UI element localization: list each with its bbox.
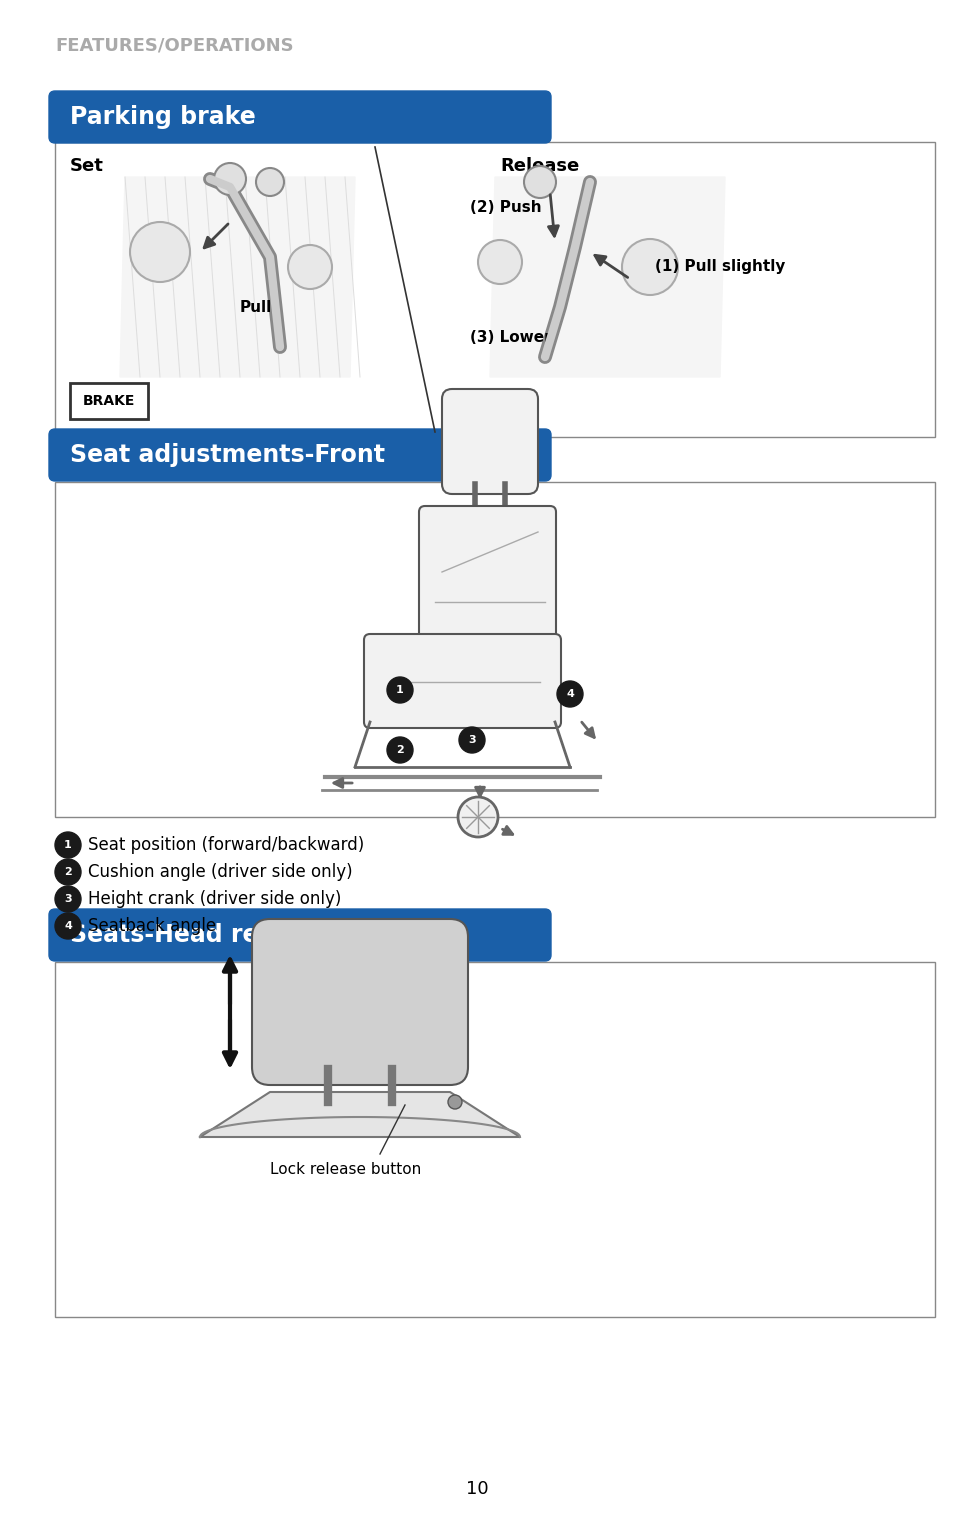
Text: 2: 2 [395, 745, 403, 754]
Text: Lock release button: Lock release button [270, 1162, 421, 1177]
Text: (1) Pull slightly: (1) Pull slightly [655, 260, 784, 275]
Text: 3: 3 [468, 734, 476, 745]
Text: 1: 1 [395, 686, 403, 695]
Bar [55, 483, 934, 817]
Text: Release: Release [499, 157, 578, 176]
FancyBboxPatch shape [441, 389, 537, 495]
Circle shape [288, 244, 332, 289]
FancyBboxPatch shape [49, 909, 551, 960]
Text: 10: 10 [465, 1480, 488, 1498]
Text: 3: 3 [64, 893, 71, 904]
Text: FEATURES/OPERATIONS: FEATURES/OPERATIONS [55, 37, 294, 55]
Text: 4: 4 [565, 689, 574, 699]
Text: Seat position (forward/backward): Seat position (forward/backward) [88, 835, 364, 854]
Circle shape [213, 163, 246, 195]
FancyBboxPatch shape [252, 919, 468, 1086]
Text: Height crank (driver side only): Height crank (driver side only) [88, 890, 341, 909]
Text: Parking brake: Parking brake [70, 105, 255, 128]
Text: (3) Lower: (3) Lower [470, 330, 551, 345]
Text: (2) Push: (2) Push [470, 200, 541, 214]
FancyBboxPatch shape [49, 429, 551, 481]
Text: Set: Set [70, 157, 104, 176]
Text: Pull: Pull [240, 299, 272, 315]
Circle shape [448, 1095, 461, 1109]
Circle shape [130, 221, 190, 282]
FancyBboxPatch shape [364, 634, 560, 728]
Text: 2: 2 [64, 867, 71, 876]
Text: 4: 4 [64, 921, 71, 931]
Circle shape [55, 913, 81, 939]
Circle shape [458, 727, 484, 753]
Bar [55, 142, 934, 437]
Circle shape [457, 797, 497, 837]
Circle shape [387, 738, 413, 764]
Text: 1: 1 [64, 840, 71, 851]
Text: Seatback angle: Seatback angle [88, 918, 216, 935]
FancyBboxPatch shape [418, 505, 556, 647]
Text: Seat adjustments-Front: Seat adjustments-Front [70, 443, 385, 467]
Bar [70, 383, 148, 418]
Text: Cushion angle (driver side only): Cushion angle (driver side only) [88, 863, 353, 881]
FancyBboxPatch shape [49, 92, 551, 144]
Circle shape [523, 166, 556, 199]
Circle shape [55, 886, 81, 912]
Polygon shape [490, 177, 724, 377]
Circle shape [255, 168, 284, 195]
Text: BRAKE: BRAKE [83, 394, 135, 408]
Circle shape [621, 240, 678, 295]
Circle shape [55, 832, 81, 858]
Polygon shape [200, 1092, 519, 1138]
Circle shape [55, 860, 81, 886]
Circle shape [387, 676, 413, 702]
Bar [55, 962, 934, 1316]
Text: Seats-Head restraints: Seats-Head restraints [70, 922, 361, 947]
Circle shape [477, 240, 521, 284]
Circle shape [557, 681, 582, 707]
Polygon shape [120, 177, 355, 377]
